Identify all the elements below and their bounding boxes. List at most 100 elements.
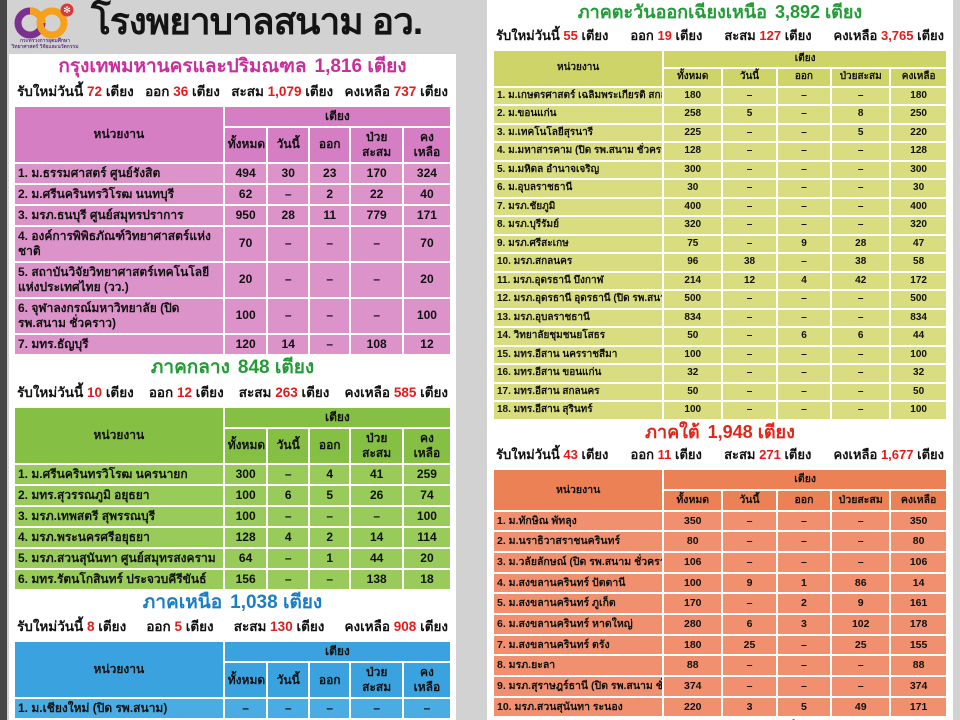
bed-value: –	[830, 196, 892, 218]
bed-value: 4	[266, 525, 310, 549]
org-name: 4. ม.สงขลานครินทร์ ปัตตานี	[491, 571, 665, 595]
bed-value: 42	[830, 270, 892, 292]
col-cum: ป่วยสะสม	[349, 661, 404, 700]
col-remain: คงเหลือ	[401, 426, 453, 465]
bed-value: 320	[889, 215, 948, 236]
bed-value: 225	[662, 122, 724, 144]
bed-value: 100	[222, 504, 269, 528]
bed-value: 8	[830, 104, 892, 125]
bed-value: –	[721, 675, 778, 698]
table-row: 14. วิทยาลัยชุมชนยโสธร 50–6 6 44	[491, 326, 948, 347]
bed-value: 834	[662, 307, 724, 329]
bed-value: –	[775, 654, 833, 678]
col-remain: คงเหลือ	[889, 488, 948, 512]
org-name: 8. มรภ.ยะลา	[491, 654, 665, 678]
bed-value: 18	[401, 567, 453, 591]
bed-value: 44	[889, 326, 948, 347]
org-name: 7. มทร.ธัญบุรี	[13, 332, 225, 356]
bed-value: 75	[662, 233, 724, 255]
stat-out: ออก 12 เตียง	[148, 384, 224, 400]
bed-value: 4	[307, 462, 352, 486]
stat-new: รับใหม่วันนี้ 10 เตียง	[17, 384, 134, 400]
table-row: 15. มทร.อีสาน นครราชสีมา 100– – –100	[491, 344, 948, 366]
table-row: 8. มรภ.ยะลา 88– – –88	[491, 654, 948, 678]
stat-out: ออก 11 เตียง	[630, 447, 702, 463]
bed-value: 100	[401, 296, 453, 335]
col-cum: ป่วยสะสม	[830, 488, 892, 512]
col-total: ทั้งหมด	[662, 67, 724, 88]
bed-value: 172	[889, 270, 948, 292]
table-row: 10. มรภ.สวนสุนันทา ระนอง 220 3 5 49 171	[491, 695, 948, 719]
bed-value: –	[775, 307, 833, 329]
table-row: 9. มรภ.สุราษฎร์ธานี (ปิด รพ.สนาม ชั่วครา…	[491, 675, 948, 698]
bed-value: 128	[222, 525, 269, 549]
org-name: 1. ม.ทักษิณ พัทลุง	[491, 509, 665, 533]
table-row: 8. มรภ.บุรีรัมย์ 320– – –320	[491, 215, 948, 236]
bed-value: 28	[266, 203, 310, 227]
region-total-beds: 3,892	[774, 2, 821, 22]
col-today: วันนี้	[266, 661, 310, 700]
bed-value: 5	[775, 695, 833, 719]
bed-value: 259	[401, 462, 453, 486]
org-name: 6. ม.สงขลานครินทร์ หาดใหญ่	[491, 613, 665, 636]
table-header: หน่วยงาน เตียง ทั้งหมด วันนี้ ออก ป่วยสะสม คง…	[491, 48, 948, 88]
bed-value: 6	[721, 613, 778, 636]
bed-value: –	[721, 344, 778, 366]
bed-value: 779	[349, 203, 404, 227]
col-org: หน่วยงาน	[491, 48, 665, 88]
bed-value: –	[775, 344, 833, 366]
bed-value: –	[721, 196, 778, 218]
org-name: 4. ม.มหาสารคาม (ปิด รพ.สนาม ชั่วคราว)	[491, 141, 665, 162]
bed-value: 2	[307, 525, 352, 549]
bed-value: 120	[222, 332, 269, 356]
bed-value: 58	[889, 252, 948, 273]
bed-value: 3	[721, 695, 778, 719]
bed-value: –	[775, 400, 833, 421]
table-row: 1. ม.ธรรมศาสตร์ ศูนย์รังสิต 494 30 23 170 324	[13, 161, 453, 185]
col-remain: คงเหลือ	[889, 67, 948, 88]
bed-value: –	[775, 85, 833, 107]
bed-value: 70	[222, 224, 269, 263]
section-south: ภาคใต้ 1,948 เตียง รับใหม่วันนี้ 43 เตียง…	[491, 421, 948, 719]
bed-value: –	[721, 178, 778, 199]
org-name: 10. มรภ.สกลนคร	[491, 252, 665, 273]
bed-value: –	[349, 697, 404, 720]
org-name: 15. มทร.อีสาน นครราชสีมา	[491, 344, 665, 366]
bed-value: 50	[662, 381, 724, 403]
bed-value: 834	[889, 307, 948, 329]
table-row: 3. ม.เทคโนโลยีสุรนารี 225– –5 220	[491, 122, 948, 144]
page-title: โรงพยาบาลสนาม อว.	[91, 1, 423, 42]
bed-value: 20	[401, 546, 453, 570]
bed-value: –	[775, 675, 833, 698]
beds-table: หน่วยงาน เตียง ทั้งหมด วันนี้ ออก ป่วยสะสม คง…	[13, 405, 453, 591]
bed-value: 30	[662, 178, 724, 199]
org-name: 4. มรภ.พระนครศรีอยุธยา	[13, 525, 225, 549]
org-name: 11. มรภ.อุดรธานี บึงกาฬ	[491, 270, 665, 292]
table-row: 9. มรภ.ศรีสะเกษ 75–9 28 47	[491, 233, 948, 255]
bed-value: 5	[307, 483, 352, 507]
org-name: 2. ม.นราธิวาสราชนครินทร์	[491, 530, 665, 553]
col-cum: ป่วยสะสม	[349, 426, 404, 465]
bed-value: –	[266, 546, 310, 570]
bed-value: 100	[662, 344, 724, 366]
table-row: 1. ม.ศรีนครินทรวิโรฒ นครนายก 300–4 41 259	[13, 462, 453, 486]
stat-new: รับใหม่วันนี้ 72 เตียง	[17, 83, 134, 99]
bed-value: –	[830, 85, 892, 107]
col-today: วันนี้	[266, 426, 310, 465]
bed-value: –	[830, 550, 892, 574]
table-header: หน่วยงาน เตียง ทั้งหมด วันนี้ ออก ป่วยสะสม คง…	[13, 405, 453, 465]
org-name: 5. สถาบันวิจัยวิทยาศาสตร์เทคโนโลยี แห่งป…	[13, 260, 225, 299]
section-title: ภาคกลาง 848 เตียง	[13, 357, 452, 380]
col-remain: คงเหลือ	[401, 125, 453, 164]
table-row: 13. มรภ.อุบลราชธานี 834– – –834	[491, 307, 948, 329]
bed-value: 74	[401, 483, 453, 507]
stat-cum: สะสม 127 เตียง	[724, 27, 812, 43]
bed-value: –	[775, 178, 833, 199]
org-name: 17. มทร.อีสาน สกลนคร	[491, 381, 665, 403]
bed-value: –	[830, 654, 892, 678]
org-name: 1. ม.ธรรมศาสตร์ ศูนย์รังสิต	[13, 161, 225, 185]
region-name: ภาคใต้	[645, 421, 700, 442]
ministry-logo: ✻ กระทรวงการอุดมศึกษา วิทยาศาสตร์ วิจัยแ…	[9, 3, 81, 50]
bed-value: 100	[889, 344, 948, 366]
beds-unit-label: เตียง	[825, 2, 863, 22]
